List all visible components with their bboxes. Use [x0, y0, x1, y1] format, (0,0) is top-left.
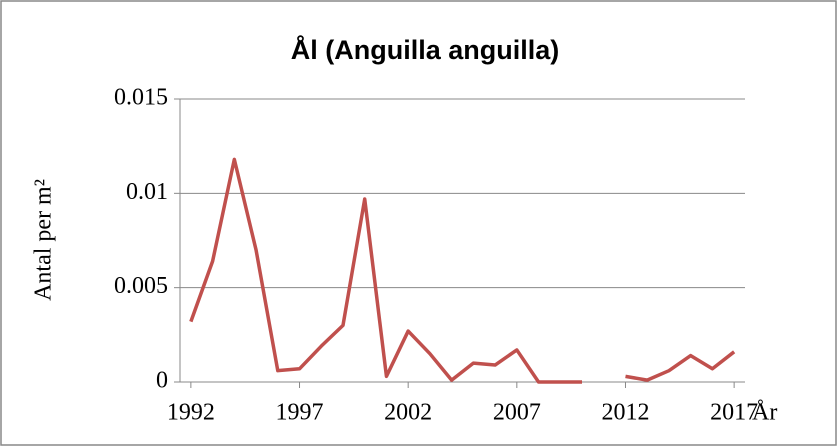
x-tick-label: 2007: [493, 400, 541, 426]
y-tick-label: 0.01: [126, 179, 168, 205]
y-tick-label: 0: [156, 368, 168, 394]
x-tick-label: 2002: [384, 400, 432, 426]
x-tick-label: 2012: [601, 400, 649, 426]
y-tick-label: 0.015: [114, 85, 168, 111]
line-series: [189, 157, 736, 384]
y-axis-label: Antal per m²: [31, 179, 57, 301]
x-tick-label: 1997: [276, 400, 324, 426]
x-tick-label: 1992: [167, 400, 215, 426]
x-tick-label: 2017: [710, 400, 758, 426]
y-tick-label: 0.005: [114, 273, 168, 299]
chart-title: Ål (Anguilla anguilla): [291, 34, 560, 65]
x-axis-label: År: [752, 400, 777, 426]
